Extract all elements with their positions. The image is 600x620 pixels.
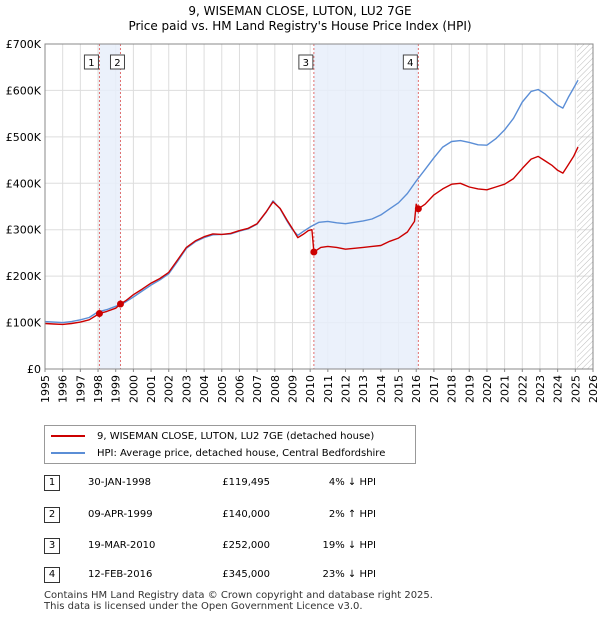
x-tick-label: 2008 bbox=[269, 375, 282, 403]
sale-badge-label: 3 bbox=[303, 58, 309, 69]
sale-badge-box bbox=[83, 54, 99, 70]
x-tick-label: 2007 bbox=[251, 375, 264, 403]
sale-badge-label: 1 bbox=[88, 58, 94, 69]
sale-price: £119,495 bbox=[222, 477, 270, 488]
y-tick-label: £700K bbox=[6, 38, 42, 51]
sale-number-badge: 2 bbox=[44, 507, 60, 523]
legend-label-hpi: HPI: Average price, detached house, Cent… bbox=[97, 447, 386, 459]
sale-row: 4 12-FEB-2016 £345,000 23% ↓ HPI bbox=[44, 567, 464, 585]
sale-date: 09-APR-1999 bbox=[88, 509, 153, 520]
y-tick-label: £600K bbox=[6, 84, 42, 97]
x-tick-label: 2009 bbox=[286, 375, 299, 403]
sale-point bbox=[95, 310, 103, 318]
x-tick-label: 2020 bbox=[481, 375, 494, 403]
y-tick-label: £400K bbox=[6, 177, 42, 190]
x-tick-label: 2014 bbox=[375, 375, 388, 403]
x-tick-label: 2000 bbox=[127, 375, 140, 403]
sale-price: £345,000 bbox=[222, 569, 270, 580]
x-tick-label: 1997 bbox=[74, 375, 87, 403]
y-tick-label: £0 bbox=[27, 363, 41, 376]
x-tick-label: 2021 bbox=[499, 375, 512, 403]
sale-badge-box bbox=[109, 54, 125, 70]
sale-price: £140,000 bbox=[222, 509, 270, 520]
x-tick-label: 2022 bbox=[516, 375, 529, 403]
legend-item-hpi: HPI: Average price, detached house, Cent… bbox=[51, 445, 385, 461]
x-tick-label: 1999 bbox=[110, 375, 123, 403]
x-tick-label: 2006 bbox=[233, 375, 246, 403]
x-tick-label: 2023 bbox=[534, 375, 547, 403]
sale-hpi-diff: 23% ↓ HPI bbox=[322, 569, 376, 580]
y-tick-label: £100K bbox=[6, 317, 42, 330]
sale-hpi-diff: 4% ↓ HPI bbox=[328, 477, 376, 488]
legend-label-property: 9, WISEMAN CLOSE, LUTON, LU2 7GE (detach… bbox=[97, 430, 375, 442]
chart-subtitle: Price paid vs. HM Land Registry's House … bbox=[128, 19, 472, 33]
footer-attribution: Contains HM Land Registry data © Crown c… bbox=[44, 590, 433, 612]
highlight-span bbox=[99, 44, 121, 369]
x-tick-label: 2024 bbox=[552, 375, 565, 403]
x-tick-label: 2025 bbox=[569, 375, 582, 403]
x-tick-label: 2010 bbox=[304, 375, 317, 403]
legend-swatch-hpi bbox=[51, 452, 85, 454]
legend-item-property: 9, WISEMAN CLOSE, LUTON, LU2 7GE (detach… bbox=[51, 428, 374, 444]
sale-number-badge: 3 bbox=[44, 538, 60, 554]
x-tick-label: 2018 bbox=[446, 375, 459, 403]
highlight-span bbox=[313, 44, 419, 369]
sale-badge-label: 4 bbox=[407, 58, 413, 69]
footer-line-1: Contains HM Land Registry data © Crown c… bbox=[44, 590, 433, 601]
sale-point bbox=[310, 248, 318, 256]
x-tick-label: 2002 bbox=[163, 375, 176, 403]
x-tick-label: 2005 bbox=[216, 375, 229, 403]
x-tick-label: 2019 bbox=[463, 375, 476, 403]
sale-badge-box bbox=[402, 54, 418, 70]
x-tick-label: 2001 bbox=[145, 375, 158, 403]
x-tick-label: 2017 bbox=[428, 375, 441, 403]
x-tick-label: 2016 bbox=[410, 375, 423, 403]
x-tick-label: 2011 bbox=[322, 375, 335, 403]
sale-number-badge: 1 bbox=[44, 475, 60, 491]
x-tick-label: 2004 bbox=[198, 375, 211, 403]
y-tick-label: £200K bbox=[6, 270, 42, 283]
sale-row: 1 30-JAN-1998 £119,495 4% ↓ HPI bbox=[44, 475, 464, 493]
chart-legend: 9, WISEMAN CLOSE, LUTON, LU2 7GE (detach… bbox=[44, 425, 416, 464]
chart-title-block: 9, WISEMAN CLOSE, LUTON, LU2 7GE Price p… bbox=[0, 4, 600, 34]
plot-frame bbox=[44, 43, 594, 370]
x-tick-label: 2012 bbox=[340, 375, 353, 403]
price-chart: £0 £100K £200K £300K £400K £500K £600K £700K 19… bbox=[6, 38, 600, 403]
x-tick-label: 2013 bbox=[357, 375, 370, 403]
sale-point bbox=[414, 205, 422, 213]
x-tick-label: 1996 bbox=[57, 375, 70, 403]
sale-hpi-diff: 19% ↓ HPI bbox=[322, 540, 376, 551]
x-tick-label: 1995 bbox=[39, 375, 52, 403]
sale-date: 19-MAR-2010 bbox=[88, 540, 156, 551]
legend-swatch-property bbox=[51, 435, 85, 437]
sale-price: £252,000 bbox=[222, 540, 270, 551]
x-tick-label: 1998 bbox=[92, 375, 105, 403]
sale-row: 3 19-MAR-2010 £252,000 19% ↓ HPI bbox=[44, 538, 464, 556]
sale-date: 30-JAN-1998 bbox=[88, 477, 152, 488]
x-tick-label: 2015 bbox=[393, 375, 406, 403]
y-tick-label: £500K bbox=[6, 131, 42, 144]
sale-hpi-diff: 2% ↑ HPI bbox=[328, 509, 376, 520]
chart-title: 9, WISEMAN CLOSE, LUTON, LU2 7GE bbox=[188, 4, 412, 18]
sale-date: 12-FEB-2016 bbox=[88, 569, 153, 580]
footer-line-2: This data is licensed under the Open Gov… bbox=[44, 601, 363, 612]
x-tick-label: 2003 bbox=[180, 375, 193, 403]
y-tick-label: £300K bbox=[6, 224, 42, 237]
x-tick-label: 2026 bbox=[587, 375, 600, 403]
sale-point bbox=[116, 300, 124, 308]
forecast-hatch bbox=[577, 44, 593, 369]
sale-badge-label: 2 bbox=[114, 58, 120, 69]
sale-badge-box bbox=[298, 54, 314, 70]
hpi-line bbox=[44, 79, 579, 324]
sale-row: 2 09-APR-1999 £140,000 2% ↑ HPI bbox=[44, 507, 464, 525]
sale-number-badge: 4 bbox=[44, 567, 60, 583]
